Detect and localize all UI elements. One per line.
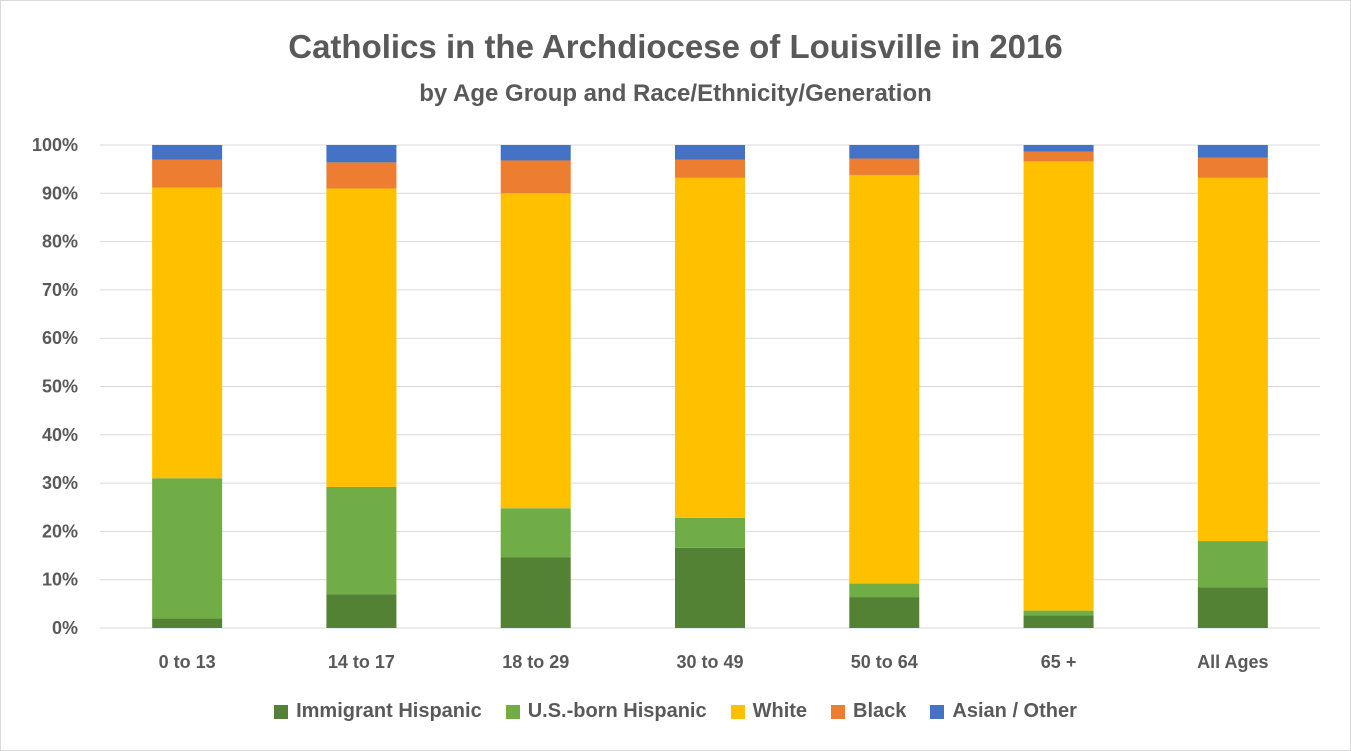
- y-tick-label: 60%: [42, 328, 78, 348]
- legend-item: Black: [831, 700, 906, 723]
- bar-segment: [152, 618, 223, 628]
- bar-segment: [1197, 145, 1268, 158]
- x-tick-label: 18 to 29: [502, 652, 569, 672]
- bar-segment: [675, 547, 745, 628]
- legend-swatch: [274, 704, 289, 719]
- legend-label: U.S.-born Hispanic: [527, 700, 707, 722]
- bar-segment: [152, 187, 223, 479]
- bar-segment: [1197, 177, 1268, 542]
- bar-segment: [326, 145, 397, 163]
- bar-segment: [675, 517, 745, 548]
- bar-segment: [152, 159, 223, 188]
- bar-segment: [1023, 610, 1094, 616]
- bar-segment: [1023, 615, 1094, 628]
- bar-segment: [849, 583, 920, 598]
- y-tick-label: 90%: [42, 183, 78, 203]
- bar-segment: [1197, 157, 1268, 178]
- bar-segment: [500, 193, 571, 509]
- bar-segment: [675, 145, 745, 160]
- y-tick-label: 70%: [42, 280, 78, 300]
- y-tick-label: 0%: [52, 618, 78, 638]
- bar-segment: [849, 597, 920, 628]
- bar-segment: [849, 158, 920, 175]
- legend-swatch: [505, 704, 520, 719]
- bar-segment: [326, 486, 397, 595]
- bar-segment: [1023, 151, 1094, 162]
- bar-segment: [849, 174, 920, 584]
- x-tick-label: 30 to 49: [676, 652, 743, 672]
- y-tick-label: 20%: [42, 521, 78, 541]
- bar-segment: [152, 145, 223, 160]
- bar-segment: [1197, 541, 1268, 588]
- legend-item: U.S.-born Hispanic: [505, 700, 707, 723]
- legend-swatch: [831, 704, 846, 719]
- bar-segment: [849, 145, 920, 159]
- bar-segment: [675, 177, 745, 518]
- chart-title: Catholics in the Archdiocese of Louisvil…: [288, 28, 1063, 65]
- legend-item: Immigrant Hispanic: [274, 700, 482, 723]
- axes: 0% 10% 20% 30% 40% 50% 60% 70% 80% 90% 100% 0 to 13…: [32, 135, 1269, 672]
- bar-segment: [500, 160, 571, 194]
- bar-segment: [326, 594, 397, 628]
- bars: [152, 145, 1268, 628]
- y-tick-label: 80%: [42, 232, 78, 252]
- x-tick-label: 0 to 13: [159, 652, 216, 672]
- bar-segment: [500, 145, 571, 161]
- legend-label: White: [752, 700, 808, 722]
- x-tick-label: All Ages: [1197, 652, 1268, 672]
- legend-swatch: [730, 704, 745, 719]
- legend-item: Asian / Other: [930, 700, 1077, 723]
- y-tick-label: 40%: [42, 425, 78, 445]
- y-tick-label: 50%: [42, 377, 78, 397]
- bar-segment: [326, 162, 397, 189]
- bar-segment: [1023, 145, 1094, 152]
- legend-label: Asian / Other: [952, 700, 1077, 722]
- y-tick-label: 30%: [42, 473, 78, 493]
- legend-label: Black: [853, 700, 907, 722]
- bar-segment: [1197, 587, 1268, 628]
- bar-segment: [326, 188, 397, 487]
- x-tick-label: 14 to 17: [328, 652, 395, 672]
- y-tick-label: 100%: [32, 135, 78, 155]
- x-tick-label: 50 to 64: [851, 652, 918, 672]
- bar-segment: [500, 508, 571, 558]
- y-tick-label: 10%: [42, 570, 78, 590]
- legend-swatch: [930, 704, 945, 719]
- legend-label: Immigrant Hispanic: [296, 700, 482, 722]
- legend-item: White: [730, 700, 808, 723]
- bar-segment: [1023, 161, 1094, 611]
- x-tick-label: 65 +: [1041, 652, 1077, 672]
- chart-subtitle: by Age Group and Race/Ethnicity/Generati…: [419, 80, 932, 107]
- bar-segment: [675, 159, 745, 178]
- bar-segment: [152, 478, 223, 619]
- legend: Immigrant Hispanic U.S.-born Hispanic Whit…: [0, 700, 1351, 723]
- bar-segment: [500, 557, 571, 628]
